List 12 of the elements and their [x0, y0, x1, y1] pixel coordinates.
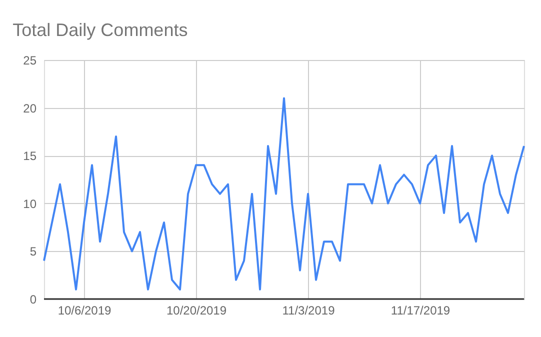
y-tick-label: 15: [23, 149, 37, 164]
x-tick-label: 10/20/2019: [166, 304, 227, 318]
x-tick-label: 11/17/2019: [390, 304, 450, 318]
y-tick-label: 0: [30, 292, 37, 306]
y-tick-label: 20: [23, 101, 37, 116]
y-tick-label: 25: [23, 54, 37, 68]
chart-title: Total Daily Comments: [12, 20, 188, 40]
y-tick-label: 5: [30, 244, 37, 259]
line-series: [43, 97, 525, 290]
y-tick-label: 10: [23, 196, 37, 211]
x-tick-label: 10/6/2019: [58, 304, 112, 318]
x-tick-label: 11/3/2019: [282, 304, 336, 318]
